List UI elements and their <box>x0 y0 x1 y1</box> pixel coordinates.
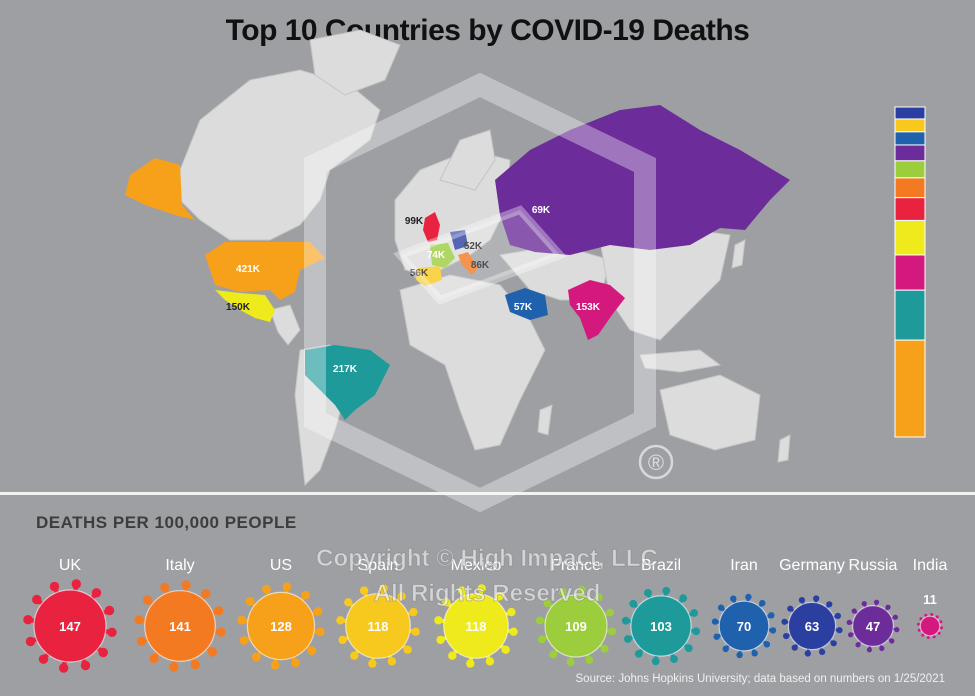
label-iran: 57K <box>514 302 533 313</box>
virus-label-germany: Germany <box>779 557 845 574</box>
virus-value-italy: 141 <box>169 619 191 634</box>
country-spain <box>416 266 442 286</box>
label-india: 153K <box>576 302 601 313</box>
country-germany <box>450 230 468 250</box>
virus-value-spain: 118 <box>368 619 389 634</box>
legend-segment-us <box>894 339 926 438</box>
virus-label-spain: Spain <box>358 557 399 574</box>
virus-value-russia: 47 <box>866 619 880 634</box>
label-spain: 56K <box>410 268 429 279</box>
virus-us <box>237 582 325 670</box>
virus-label-uk: UK <box>59 557 82 574</box>
country-alaska <box>125 158 195 220</box>
virus-value-uk: 147 <box>59 619 81 634</box>
label-italy: 86K <box>471 260 490 271</box>
virus-label-india: India <box>913 557 948 574</box>
virus-value-brazil: 103 <box>650 619 672 634</box>
virus-label-brazil: Brazil <box>641 557 681 574</box>
land-greenland <box>309 29 401 96</box>
virus-spain <box>336 584 420 668</box>
virus-label-italy: Italy <box>165 557 194 574</box>
label-uk: 99K <box>405 216 424 227</box>
country-brazil <box>305 345 390 420</box>
land-new-zealand <box>777 434 791 463</box>
virus-label-france: France <box>551 557 601 574</box>
virus-label-russia: Russia <box>849 557 898 574</box>
label-russia: 69K <box>532 205 551 216</box>
land-indonesia <box>639 349 722 373</box>
label-mexico: 150K <box>226 302 251 313</box>
country-russia <box>495 105 790 255</box>
label-us: 421K <box>236 264 261 275</box>
land-africa <box>399 274 546 451</box>
virus-value-us: 128 <box>270 619 292 634</box>
country-india <box>568 280 625 340</box>
land-madagascar <box>537 404 553 436</box>
virus-france <box>535 585 617 667</box>
virus-value-germany: 63 <box>805 619 819 634</box>
virus-uk <box>23 579 117 673</box>
virus-value-france: 109 <box>565 619 587 634</box>
land-australia <box>659 374 761 451</box>
virus-label-us: US <box>270 557 292 574</box>
virus-italy <box>134 580 226 672</box>
label-germany: 52K <box>464 241 483 252</box>
virus-label-mexico: Mexico <box>451 557 502 574</box>
land-canada <box>179 69 381 241</box>
highlighted-countries <box>125 105 790 420</box>
virus-value-india: 11 <box>923 592 937 607</box>
land-scandinavia <box>439 129 496 191</box>
source-note: Source: Johns Hopkins University; data b… <box>575 673 946 685</box>
country-france <box>430 243 455 268</box>
label-brazil: 217K <box>333 364 358 375</box>
virus-russia <box>846 599 900 653</box>
section-divider <box>0 492 975 495</box>
virus-mexico <box>434 584 518 668</box>
land-central-america <box>269 304 301 346</box>
country-uk <box>423 212 440 242</box>
land-japan <box>731 239 746 269</box>
virus-value-mexico: 118 <box>466 619 487 634</box>
virus-germany <box>781 595 843 657</box>
legend-segment-mexico <box>894 219 926 256</box>
virus-brazil <box>621 586 701 666</box>
country-us <box>205 242 325 300</box>
section-subtitle: DEATHS PER 100,000 PEOPLE <box>36 513 297 532</box>
country-iran <box>505 288 548 320</box>
country-italy <box>458 252 478 275</box>
map-labels: 421K 217K 153K 150K 99K 86K 74K 69K 57K … <box>226 205 601 375</box>
virus-iran <box>711 593 777 659</box>
virus-value-iran: 70 <box>737 619 751 634</box>
legend-bar <box>894 106 926 438</box>
virus-india <box>917 613 943 639</box>
virus-label-iran: Iran <box>730 557 758 574</box>
country-mexico <box>215 290 275 322</box>
label-france: 74K <box>427 250 446 261</box>
